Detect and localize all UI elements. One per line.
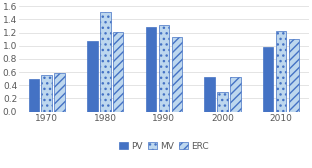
Bar (172, 37, 182, 112)
Bar (87, 41, 98, 112)
Bar (204, 77, 215, 112)
Bar (263, 47, 274, 112)
Bar (276, 31, 286, 112)
Bar (54, 73, 65, 112)
Bar (146, 27, 156, 112)
Bar (158, 25, 169, 112)
Bar (289, 39, 299, 112)
Legend: PV, MV, ERC: PV, MV, ERC (116, 138, 212, 154)
Bar (28, 79, 39, 112)
Bar (113, 32, 124, 112)
Bar (41, 75, 52, 112)
Bar (217, 92, 228, 112)
Bar (230, 77, 241, 112)
Bar (100, 12, 110, 112)
